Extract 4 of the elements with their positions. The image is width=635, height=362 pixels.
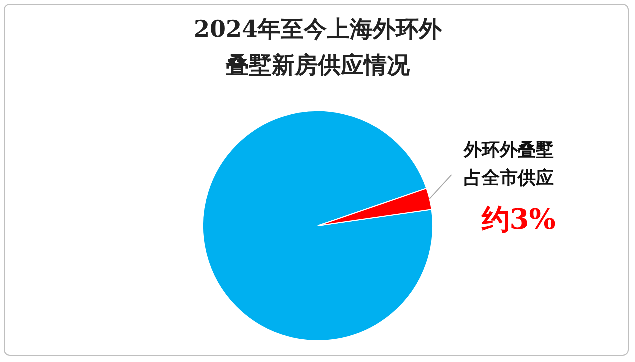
pie-slice [202, 110, 434, 342]
data-label: 约3% [482, 202, 556, 238]
chart-title: 2024年至今上海外环外叠墅新房供应情况 [192, 15, 443, 81]
slice-label: 外环外叠墅占全市供应 [464, 138, 555, 191]
